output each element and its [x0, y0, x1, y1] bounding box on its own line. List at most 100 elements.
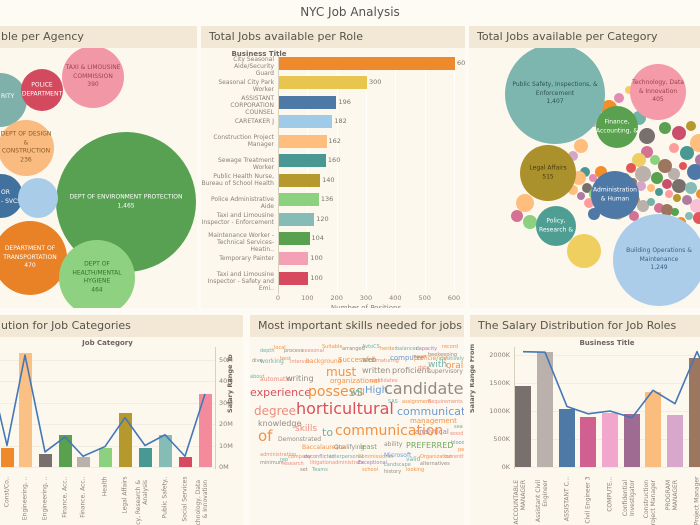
word-cloud-term[interactable]: least	[360, 443, 377, 451]
bubble-mark[interactable]	[580, 167, 590, 177]
word-cloud-term[interactable]: valid	[406, 456, 421, 463]
bubble-mark[interactable]	[636, 181, 646, 191]
bubble-mark[interactable]	[629, 211, 639, 221]
word-cloud-term[interactable]: currently	[444, 454, 464, 460]
word-cloud-term[interactable]: about	[250, 374, 265, 380]
word-cloud-term[interactable]: data	[418, 365, 430, 371]
word-cloud-term[interactable]: ability	[384, 441, 403, 448]
word-cloud-term[interactable]: set	[300, 467, 308, 473]
word-cloud-term[interactable]: looking	[406, 467, 425, 473]
bar-mark[interactable]	[515, 385, 531, 467]
word-cloud-term[interactable]: sea	[454, 424, 463, 430]
bubble-mark[interactable]: Finance, Accounting, &	[596, 106, 638, 148]
bubble-mark[interactable]	[672, 126, 686, 140]
word-cloud-term[interactable]: history	[384, 469, 402, 475]
word-cloud-term[interactable]: Exceptional	[358, 460, 388, 466]
bubble-mark[interactable]	[614, 93, 624, 103]
word-cloud-term[interactable]: analytical	[415, 428, 449, 436]
bubble-mark[interactable]	[665, 190, 673, 198]
bubble-mark[interactable]: Legal Affairs 515	[520, 145, 576, 201]
word-cloud-term[interactable]: supervisory	[428, 368, 463, 375]
bubble-mark[interactable]	[639, 128, 655, 144]
word-cloud-term[interactable]: Qualifying	[334, 444, 365, 451]
bar-mark[interactable]	[279, 173, 321, 187]
word-cloud-term[interactable]: Requirements	[428, 399, 463, 405]
word-cloud-term[interactable]: candidate	[384, 379, 464, 398]
bubble-mark[interactable]	[523, 215, 537, 229]
word-cloud-term[interactable]: Landscape	[384, 462, 411, 468]
bubble-mark[interactable]	[661, 204, 673, 216]
word-cloud-term[interactable]: Teams	[312, 467, 328, 473]
bubble-mark[interactable]	[647, 184, 655, 192]
word-cloud-term[interactable]: maturing	[376, 358, 399, 364]
bubble-mark[interactable]	[659, 122, 671, 134]
bubble-mark[interactable]	[685, 212, 693, 220]
bar-mark[interactable]	[580, 416, 596, 467]
bubble-mark[interactable]: Policy, Research &	[536, 206, 576, 246]
bar-mark[interactable]	[76, 457, 90, 467]
word-cloud-term[interactable]: interpersonal	[330, 454, 364, 460]
bubble-mark[interactable]	[680, 146, 694, 160]
bubble-mark[interactable]	[654, 203, 664, 213]
word-cloud-term[interactable]: school	[362, 467, 379, 473]
word-cloud-term[interactable]: horticultural	[296, 399, 394, 418]
word-cloud-term[interactable]: alternatives	[420, 461, 450, 467]
word-cloud-term[interactable]: assignment	[402, 399, 432, 405]
bar-mark[interactable]	[0, 447, 14, 467]
bar-mark[interactable]	[667, 414, 683, 467]
word-cloud-term[interactable]: oral	[446, 361, 464, 371]
word-cloud-term[interactable]: proficiency	[414, 355, 447, 362]
bar-mark[interactable]	[279, 154, 326, 168]
word-cloud-term[interactable]: record	[442, 344, 458, 350]
bar-mark[interactable]	[279, 252, 309, 265]
bubble-mark[interactable]	[584, 198, 594, 208]
word-cloud-term[interactable]: best	[280, 356, 291, 362]
bar-mark[interactable]	[138, 447, 152, 467]
word-cloud-term[interactable]: wood	[450, 431, 464, 437]
bubble-mark[interactable]: Public Safety, Inspections, & Enforcemen…	[505, 48, 605, 144]
bubble-mark[interactable]	[18, 178, 58, 218]
bar-mark[interactable]	[38, 454, 52, 467]
bubble-mark[interactable]	[625, 86, 633, 94]
word-cloud-term[interactable]: web	[362, 356, 377, 364]
word-cloud-term[interactable]: PREFERRED	[406, 441, 454, 450]
bubble-mark[interactable]	[695, 154, 700, 166]
bubble-mark[interactable]: DEPT OF HEALTH/MENTAL HYGIENE 464	[59, 240, 135, 308]
word-cloud-term[interactable]: computer	[390, 354, 424, 362]
bubble-mark[interactable]	[690, 134, 700, 152]
word-cloud-term[interactable]: beekeeping	[428, 352, 458, 358]
word-cloud-term[interactable]: blood	[451, 440, 464, 446]
word-cloud-term[interactable]: organizational	[330, 377, 380, 385]
bar-mark[interactable]	[624, 413, 640, 467]
word-cloud-term[interactable]: litigation	[310, 460, 332, 466]
bubble-mark[interactable]	[690, 199, 700, 213]
word-cloud-term[interactable]: process	[284, 348, 304, 354]
bubble-mark[interactable]	[647, 198, 655, 206]
word-cloud-term[interactable]: rep	[280, 457, 289, 463]
word-cloud-term[interactable]: experience	[250, 386, 311, 399]
word-cloud-term[interactable]: Baccalaureate	[302, 444, 345, 451]
bubble-mark[interactable]: DEPARTMENT OF TRANSPORTATION 470	[0, 221, 67, 295]
bar-mark[interactable]	[279, 56, 455, 70]
bar-mark[interactable]	[198, 393, 212, 467]
word-cloud-term[interactable]: skills	[295, 424, 318, 434]
bubble-mark[interactable]	[626, 163, 636, 173]
word-cloud-term[interactable]: capacity	[416, 346, 438, 352]
bubble-mark[interactable]	[635, 166, 651, 182]
bubble-mark[interactable]	[651, 172, 663, 184]
bubble-mark[interactable]	[574, 139, 588, 153]
word-cloud-term[interactable]: management	[410, 417, 457, 425]
bar-mark[interactable]	[58, 434, 72, 467]
bubble-mark[interactable]	[582, 183, 592, 193]
bar-mark[interactable]	[279, 134, 327, 148]
word-cloud-term[interactable]: positively	[440, 356, 464, 362]
word-cloud-term[interactable]: Demonstrated	[278, 436, 322, 443]
bar-mark[interactable]	[279, 271, 309, 285]
bubble-mark[interactable]	[650, 155, 660, 165]
bar-mark[interactable]	[279, 76, 367, 90]
bubble-mark[interactable]	[668, 168, 680, 180]
bubble-mark[interactable]	[662, 179, 672, 189]
bubble-mark[interactable]	[693, 212, 700, 224]
word-cloud-term[interactable]: communicate	[397, 405, 464, 418]
bubble-mark[interactable]	[687, 164, 700, 180]
